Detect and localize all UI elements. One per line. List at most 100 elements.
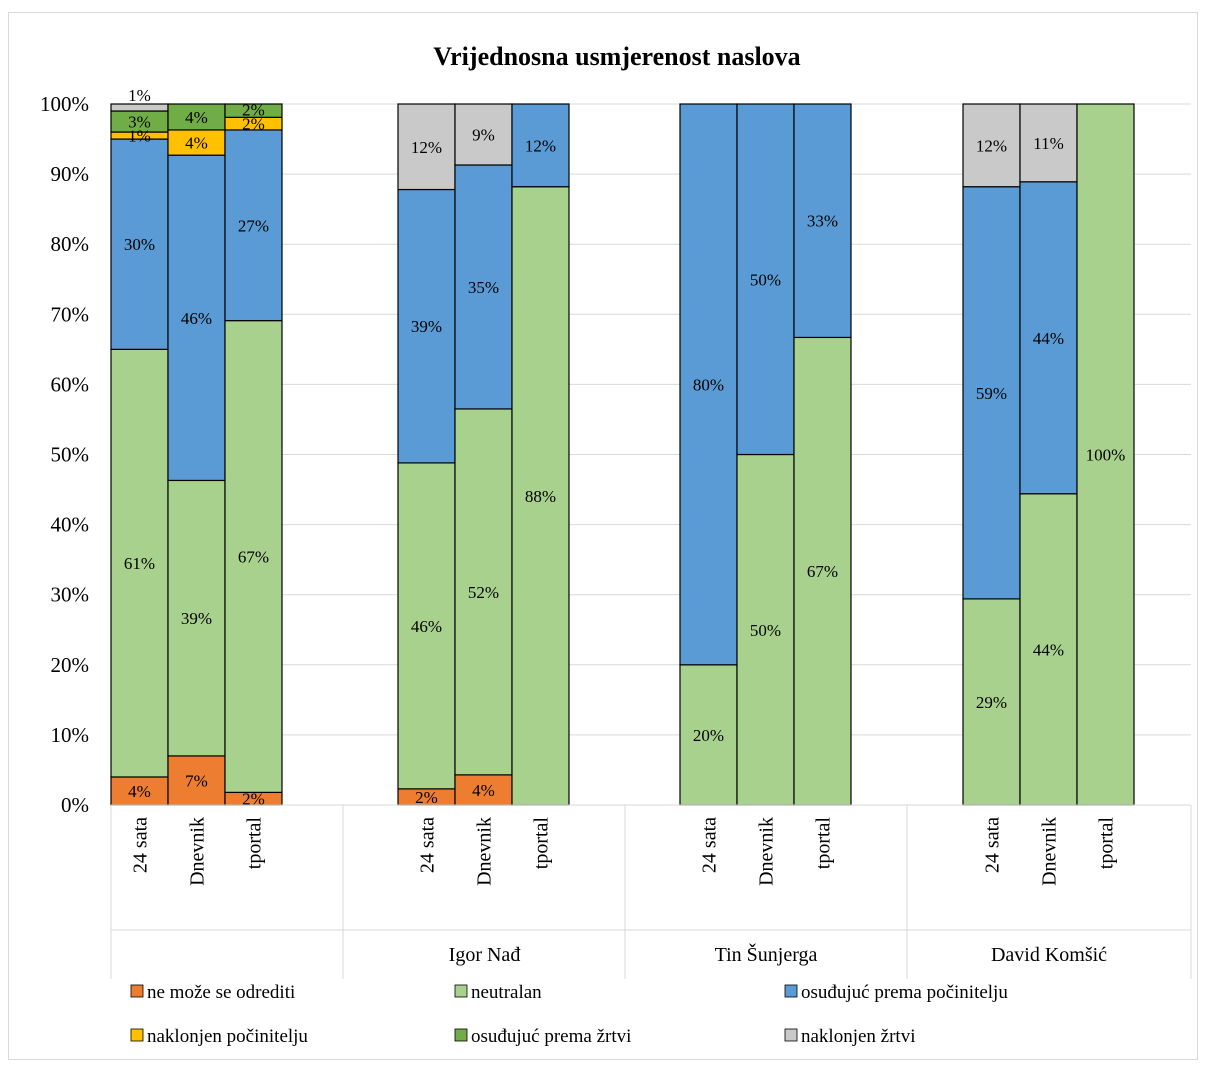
bar-segment: [793, 336, 852, 806]
bar-segment: [454, 164, 513, 410]
data-label: 2%: [242, 101, 265, 120]
legend-label: naklonjen počinitelju: [147, 1026, 308, 1047]
group-label: Igor Nađ: [449, 944, 521, 966]
bar-segment: [962, 103, 1021, 188]
bar-segment: [397, 188, 456, 464]
data-label: 61%: [124, 554, 155, 573]
bar-segment: [397, 462, 456, 790]
data-label: 50%: [750, 270, 781, 289]
data-label: 50%: [750, 621, 781, 640]
bar-segment: [1019, 493, 1078, 806]
y-tick-label: 100%: [40, 92, 89, 116]
bar-segment: [962, 186, 1021, 600]
data-label: 67%: [238, 547, 269, 566]
bar-segment: [224, 320, 283, 793]
category-label: tportal: [244, 817, 266, 870]
data-label: 4%: [128, 782, 151, 801]
data-label: 44%: [1033, 329, 1064, 348]
data-label: 27%: [238, 216, 269, 235]
bar-segment: [167, 479, 226, 757]
legend-swatch: [454, 1028, 468, 1042]
data-label: 46%: [181, 309, 212, 328]
data-label: 2%: [415, 788, 438, 807]
legend: ne može se odrediti neutralan osuđujuć pre…: [130, 982, 1008, 1047]
data-label: 52%: [468, 583, 499, 602]
category-label: Dnevnik: [474, 817, 496, 886]
legend-label: neutralan: [471, 982, 542, 1003]
bar-segment: [1019, 181, 1078, 495]
category-label: tportal: [531, 817, 553, 870]
bar-segment: [454, 408, 513, 776]
legend-swatch: [454, 984, 468, 998]
bar-segment: [679, 664, 738, 806]
data-label: 7%: [185, 771, 208, 790]
group-label: Tin Šunjerga: [715, 942, 818, 966]
legend-label: ne može se odrediti: [147, 982, 295, 1003]
legend-swatch: [784, 984, 798, 998]
data-label: 39%: [411, 317, 442, 336]
data-label: 88%: [525, 487, 556, 506]
bar-segment: [110, 103, 169, 112]
data-label: 29%: [976, 693, 1007, 712]
bar-segment: [167, 103, 226, 131]
legend-swatch: [130, 1028, 144, 1042]
legend-swatch: [130, 984, 144, 998]
data-labels: 4%61%30%1%3%1%7%39%46%4%4%2%67%27%2%2%2%…: [124, 86, 1125, 809]
data-label: 12%: [411, 138, 442, 157]
y-tick-label: 80%: [51, 232, 90, 256]
bar-segment: [736, 103, 795, 456]
legend-label: osuđujuć prema žrtvi: [471, 1026, 631, 1047]
bar-segment: [1076, 103, 1135, 806]
data-label: 12%: [525, 136, 556, 155]
data-label: 59%: [976, 384, 1007, 403]
data-label: 30%: [124, 235, 155, 254]
y-tick-label: 90%: [51, 162, 90, 186]
data-label: 4%: [472, 781, 495, 800]
bar-segment: [679, 103, 738, 666]
chart-title: Vrijednosna usmjerenost naslova: [433, 42, 800, 71]
category-label: Dnevnik: [187, 817, 209, 886]
data-label: 1%: [128, 86, 151, 105]
bar-segment: [110, 138, 169, 350]
data-label: 39%: [181, 609, 212, 628]
y-tick-label: 20%: [51, 653, 90, 677]
data-label: 80%: [693, 375, 724, 394]
bar-segment: [511, 186, 570, 806]
y-tick-label: 40%: [51, 513, 90, 537]
y-tick-label: 70%: [51, 302, 90, 326]
data-label: 67%: [807, 562, 838, 581]
stacked-bar-chart: Vrijednosna usmjerenost naslova 0% 10% 20%…: [40, 42, 1192, 1047]
bar-segment: [167, 154, 226, 482]
bar-segment: [1019, 103, 1078, 183]
legend-label: osuđujuć prema počinitelju: [801, 982, 1008, 1003]
bar-segment: [511, 103, 570, 188]
category-label: Dnevnik: [756, 817, 778, 886]
data-label: 4%: [185, 134, 208, 153]
y-tick-label: 60%: [51, 372, 90, 396]
y-tick-label: 0%: [61, 793, 89, 817]
category-label: 24 sata: [130, 817, 152, 873]
data-label: 1%: [128, 127, 151, 146]
category-label: tportal: [1096, 817, 1118, 870]
category-label: tportal: [813, 817, 835, 870]
category-label: Dnevnik: [1039, 817, 1061, 886]
bar-segment: [454, 103, 513, 166]
category-label: 24 sata: [417, 817, 439, 873]
bar-segment: [110, 348, 169, 778]
data-label: 44%: [1033, 640, 1064, 659]
data-label: 12%: [976, 136, 1007, 155]
y-tick-label: 30%: [51, 583, 90, 607]
category-label: 24 sata: [699, 817, 721, 873]
data-label: 2%: [242, 790, 265, 809]
y-tick-label: 50%: [51, 443, 90, 467]
data-label: 20%: [693, 726, 724, 745]
data-label: 9%: [472, 125, 495, 144]
data-label: 3%: [128, 113, 151, 132]
y-tick-label: 10%: [51, 723, 90, 747]
legend-label: naklonjen žrtvi: [801, 1026, 916, 1047]
data-label: 4%: [185, 108, 208, 127]
bar-segment: [224, 103, 283, 118]
bar-segment: [397, 103, 456, 191]
data-label: 46%: [411, 617, 442, 636]
bar-segment: [793, 103, 852, 339]
